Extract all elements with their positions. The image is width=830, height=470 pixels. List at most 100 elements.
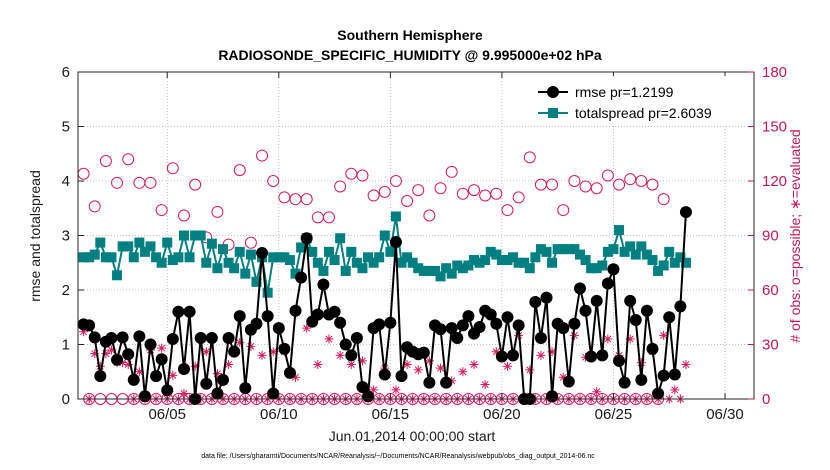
possible-obs-marker	[289, 193, 302, 206]
rmse-point	[417, 346, 430, 359]
rmse-point	[272, 322, 285, 335]
rmse-point	[434, 323, 447, 336]
possible-obs-marker	[501, 204, 514, 217]
totalspread-point	[653, 265, 664, 276]
rmse-point	[345, 349, 358, 362]
evaluated-obs-marker	[558, 372, 568, 382]
totalspread-point	[619, 246, 630, 257]
totalspread-point	[552, 244, 563, 255]
totalspread-point	[357, 263, 368, 274]
totalspread-point	[318, 265, 329, 276]
rmse-point	[546, 390, 559, 403]
y-tick-label: 1	[62, 337, 70, 354]
totalspread-point	[156, 257, 167, 268]
possible-obs-marker	[99, 155, 112, 168]
possible-obs-marker	[133, 176, 146, 189]
totalspread-point	[524, 263, 535, 274]
totalspread-point	[558, 244, 569, 255]
totalspread-point	[329, 255, 340, 266]
possible-obs-marker	[635, 175, 648, 187]
footnote: data file: /Users/gharamti/Documents/NCA…	[201, 453, 595, 460]
totalspread-point	[335, 233, 346, 244]
totalspread-point	[636, 241, 647, 252]
evaluated-obs-marker	[413, 365, 423, 375]
x-tick-label: 06/30	[706, 406, 744, 423]
totalspread-point	[469, 255, 480, 266]
rmse-point	[127, 373, 140, 386]
totalspread-point	[508, 252, 519, 263]
totalspread-point	[229, 263, 240, 274]
totalspread-point	[234, 246, 245, 257]
rmse-point	[250, 317, 263, 330]
rmse-point	[267, 387, 280, 400]
rmse-point	[205, 331, 218, 344]
possible-obs-marker	[166, 162, 179, 175]
totalspread-point	[117, 241, 128, 252]
rmse-point	[640, 304, 653, 317]
totalspread-point	[284, 255, 295, 266]
evaluated-obs-marker	[346, 359, 356, 369]
evaluated-obs-marker	[536, 350, 546, 360]
rmse-point	[590, 294, 603, 307]
y-axis-label: rmse and totalspread	[27, 170, 43, 302]
evaluated-obs-marker	[90, 349, 100, 359]
evaluated-obs-marker	[123, 359, 133, 369]
rmse-point	[138, 390, 151, 403]
totalspread-point	[513, 257, 524, 268]
rmse-point	[445, 322, 458, 335]
evaluated-obs-marker	[106, 345, 116, 355]
totalspread-point	[435, 271, 446, 282]
totalspread-point	[218, 244, 229, 255]
totalspread-point	[296, 242, 307, 253]
totalspread-point	[100, 252, 111, 263]
legend-marker-rmse	[547, 86, 559, 98]
totalspread-point	[212, 263, 223, 274]
totalspread-point	[429, 265, 440, 276]
rmse-point	[512, 319, 525, 332]
rmse-point	[194, 331, 207, 344]
possible-obs-marker	[300, 193, 313, 206]
evaluated-obs-marker	[681, 359, 691, 369]
totalspread-point	[390, 211, 401, 222]
rmse-point	[423, 376, 436, 389]
possible-obs-marker	[256, 149, 269, 162]
axes: 06/05 06/10 06/15 06/20 06/25 06/300123456030…	[62, 64, 787, 423]
rmse-point	[83, 319, 96, 332]
totalspread-point	[446, 268, 457, 279]
rmse-point	[217, 373, 230, 386]
rmse-point	[300, 232, 313, 245]
totalspread-point	[223, 257, 234, 268]
y-right-tick-label: 0	[762, 391, 770, 408]
totalspread-point	[658, 260, 669, 271]
chart-title: Southern Hemisphere	[337, 27, 483, 43]
rmse-point	[585, 350, 598, 363]
rmse-point	[495, 350, 508, 363]
y-tick-label: 3	[62, 228, 70, 245]
rmse-point	[339, 338, 352, 351]
rmse-point	[373, 318, 386, 331]
evaluated-obs-marker	[659, 330, 669, 340]
totalspread-point	[273, 252, 284, 263]
x-tick-label: 06/20	[483, 406, 521, 423]
evaluated-obs-marker	[525, 365, 535, 375]
totalspread-point	[574, 249, 585, 260]
rmse-point	[613, 354, 626, 367]
rmse-point	[88, 331, 101, 344]
rmse-point	[133, 330, 146, 343]
chart-subtitle: RADIOSONDE_SPECIFIC_HUMIDITY @ 9.995000e…	[218, 47, 602, 63]
possible-obs-marker	[568, 175, 581, 187]
totalspread-point	[491, 249, 502, 260]
rmse-point	[646, 342, 659, 355]
possible-obs-marker	[468, 184, 481, 197]
totalspread-point	[139, 246, 150, 257]
evaluated-obs-marker	[79, 327, 89, 337]
possible-obs-marker	[613, 178, 626, 191]
possible-obs-marker	[434, 182, 447, 195]
rmse-point	[362, 390, 375, 403]
evaluated-obs-marker	[369, 385, 379, 395]
evaluated-obs-marker	[157, 343, 167, 353]
totalspread-point	[89, 249, 100, 260]
totalspread-point	[351, 257, 362, 268]
possible-obs-marker	[479, 189, 492, 202]
rmse-point	[473, 321, 486, 334]
